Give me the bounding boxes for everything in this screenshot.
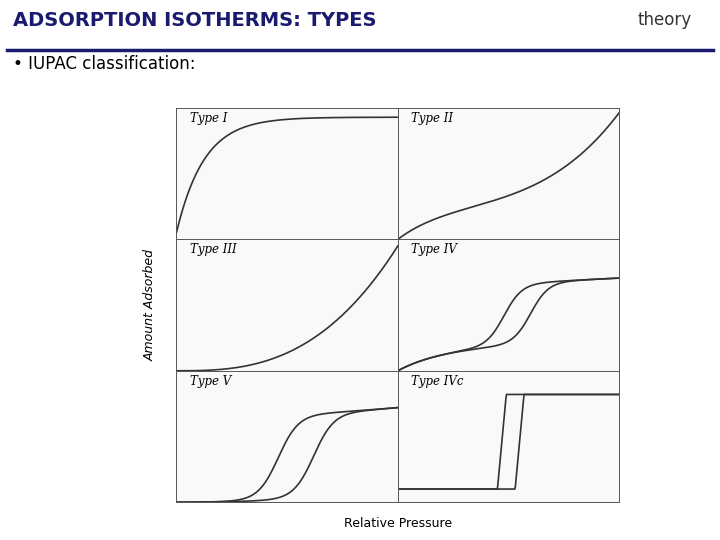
Text: Type IV: Type IV xyxy=(411,244,457,256)
Text: Amount Adsorbed: Amount Adsorbed xyxy=(143,249,156,361)
Text: ADSORPTION ISOTHERMS: TYPES: ADSORPTION ISOTHERMS: TYPES xyxy=(13,11,377,30)
Text: Type I: Type I xyxy=(189,112,227,125)
Text: • IUPAC classification:: • IUPAC classification: xyxy=(13,55,195,73)
Text: theory: theory xyxy=(637,11,691,29)
Text: Type III: Type III xyxy=(189,244,236,256)
Text: Type II: Type II xyxy=(411,112,453,125)
Text: Type IVc: Type IVc xyxy=(411,375,464,388)
Text: Type V: Type V xyxy=(189,375,231,388)
Text: Relative Pressure: Relative Pressure xyxy=(343,517,452,530)
